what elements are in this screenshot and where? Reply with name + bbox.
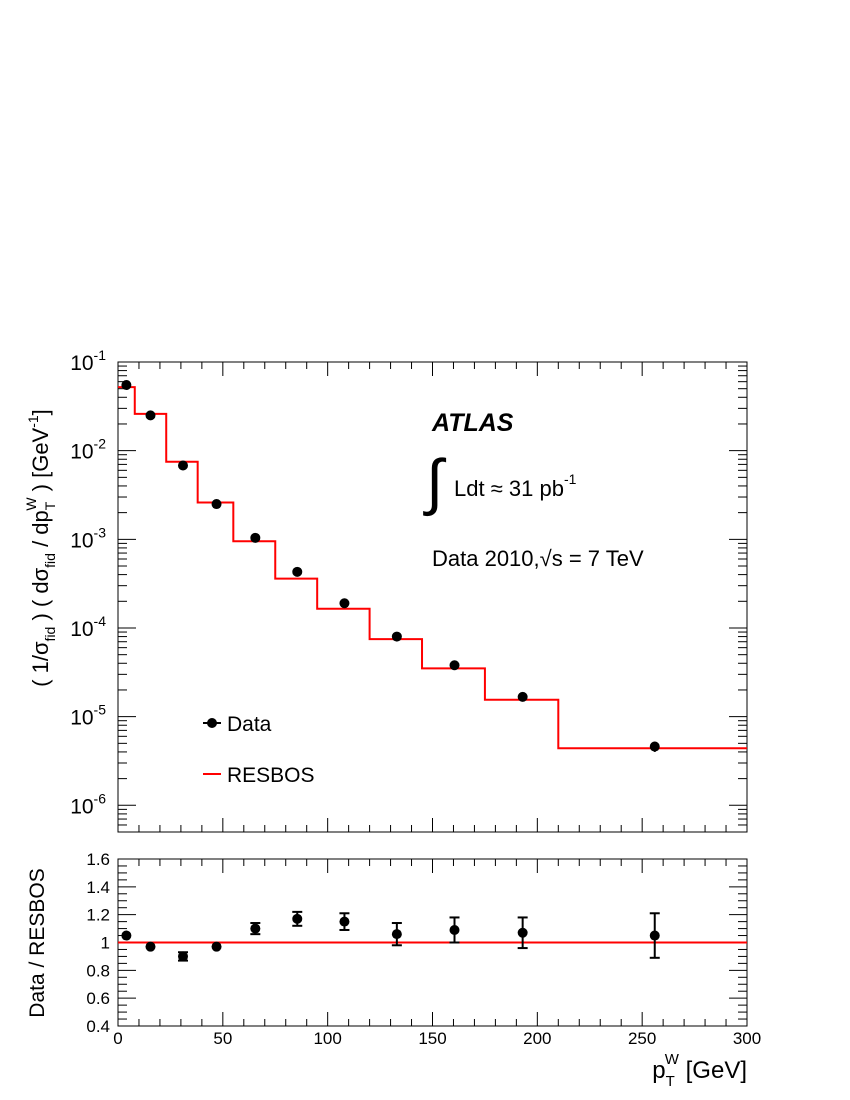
ratio-points: [121, 910, 660, 962]
legend: Data RESBOS: [203, 713, 315, 787]
ratio-point: [121, 930, 132, 941]
ratio-point: [292, 913, 303, 924]
data-point: [145, 410, 156, 421]
legend-data-marker: [207, 718, 217, 728]
ratio-y-tick-label: 0.6: [86, 989, 110, 1008]
y-tick-label: 10-2: [70, 436, 106, 464]
data-points: [121, 380, 660, 752]
main-minor-ticks: [118, 365, 747, 833]
x-tick-label: 250: [628, 1029, 656, 1048]
ratio-point: [649, 930, 660, 941]
x-tick-label: 50: [213, 1029, 232, 1048]
data-point: [339, 598, 350, 609]
data-point: [121, 380, 132, 391]
data-point: [250, 532, 261, 543]
ratio-y-tick-label: 0.8: [86, 961, 110, 980]
main-y-tick-labels: 10-1 10-2 10-3 10-4 10-5 10-6: [70, 347, 106, 818]
y-tick-label: 10-1: [70, 347, 106, 375]
data-point: [449, 660, 460, 671]
luminosity-label: Ldt ≈ 31 pb-1: [454, 471, 577, 501]
ratio-y-tick-label: 1: [101, 934, 110, 953]
ratio-y-tick-label: 0.4: [86, 1017, 110, 1036]
data-point: [292, 566, 303, 577]
legend-resbos-label: RESBOS: [227, 764, 315, 787]
ratio-x-tick-labels: 0 50 100 150 200 250 300: [113, 1029, 761, 1048]
energy-label: Data 2010,√s = 7 TeV: [432, 546, 644, 571]
ratio-y-tick-label: 1.4: [86, 878, 110, 897]
legend-data-label: Data: [227, 713, 272, 736]
y-tick-label: 10-3: [70, 524, 106, 552]
data-point: [517, 691, 528, 702]
atlas-label: ATLAS: [431, 409, 514, 437]
ratio-y-axis-label: Data / RESBOS: [26, 868, 49, 1017]
x-tick-label: 100: [313, 1029, 341, 1048]
ratio-y-tick-label: 1.6: [86, 850, 110, 869]
main-x-ticks: [117, 362, 748, 832]
resbos-step-line: [118, 386, 747, 750]
data-point: [177, 460, 188, 471]
x-tick-label: 300: [733, 1029, 761, 1048]
ratio-y-tick-labels: 0.4 0.6 0.8 1 1.2 1.4 1.6: [86, 850, 110, 1036]
ratio-point: [517, 927, 528, 938]
ratio-point: [250, 923, 261, 934]
data-point: [649, 741, 660, 752]
integral-sign: ∫: [423, 448, 447, 517]
ratio-y-tick-label: 1.2: [86, 906, 110, 925]
y-tick-label: 10-5: [70, 702, 106, 730]
ratio-point: [449, 924, 460, 935]
y-tick-label: 10-4: [70, 613, 106, 641]
x-axis-label: pTW [GeV]: [652, 1051, 747, 1090]
ratio-point: [145, 941, 156, 952]
x-tick-label: 0: [113, 1029, 122, 1048]
y-tick-label: 10-6: [70, 790, 106, 818]
ratio-point: [211, 941, 222, 952]
x-tick-label: 150: [418, 1029, 446, 1048]
data-point: [391, 631, 402, 642]
ratio-point: [391, 929, 402, 940]
x-tick-label: 200: [523, 1029, 551, 1048]
ratio-point: [339, 916, 350, 927]
main-y-axis-label: ( 1/σfid ) ( dσfid / dpTW ) [GeV-1]: [23, 409, 58, 687]
data-point: [211, 499, 222, 510]
ratio-point: [177, 951, 188, 962]
main-major-ticks: [118, 361, 747, 806]
